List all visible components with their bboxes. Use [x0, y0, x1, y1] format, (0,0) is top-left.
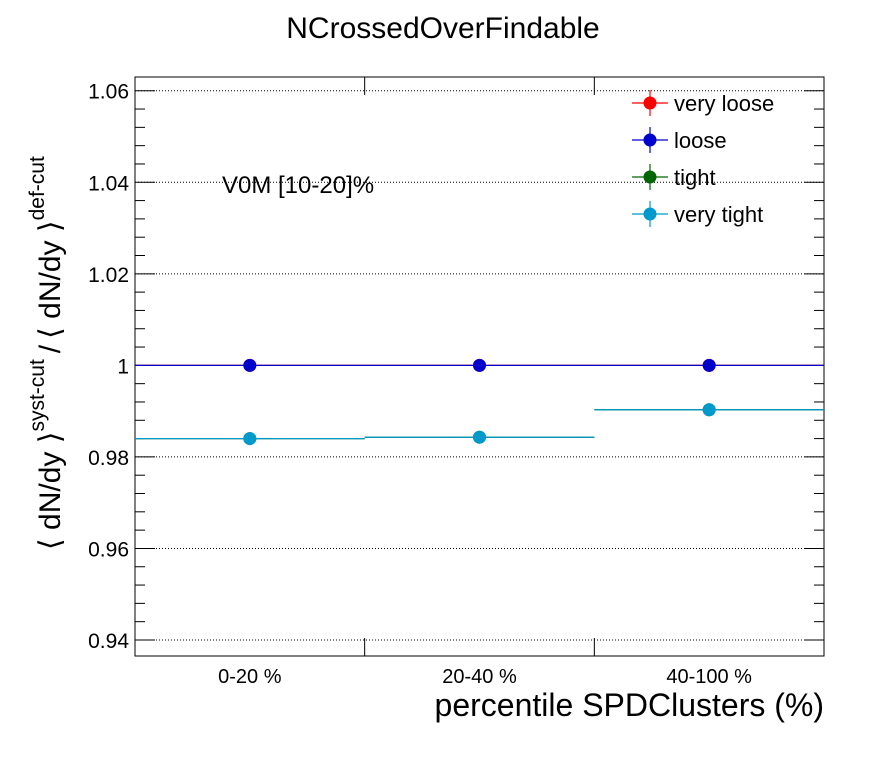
- data-point: [243, 432, 257, 446]
- legend-label: tight: [674, 165, 716, 190]
- y-tick-labels: 0.94 0.96 0.98 1 1.02 1.04 1.06: [88, 81, 129, 653]
- x-tick-labels: 0-20 % 20-40 % 40-100 %: [218, 666, 752, 688]
- data-point: [473, 430, 486, 444]
- legend-label: very tight: [674, 202, 763, 227]
- data-point: [473, 358, 486, 372]
- x-axis-label: percentile SPDClusters (%): [435, 687, 824, 723]
- data-point: [702, 403, 716, 417]
- plot-frame: [134, 76, 825, 657]
- series-very-tight: [135, 403, 824, 446]
- y-label-denominator: ⟨ dN/dy ⟩: [34, 220, 67, 338]
- x-tick-label: 0-20 %: [218, 666, 282, 688]
- y-label-numerator-sup: syst-cut: [26, 359, 49, 432]
- y-tick-label: 1.04: [88, 172, 129, 195]
- y-label-denominator-sup: def-cut: [26, 156, 49, 220]
- legend-marker: [643, 170, 657, 184]
- legend: very loose loose tight very tight: [632, 90, 774, 227]
- y-tick-label: 1: [117, 355, 129, 378]
- legend-label: loose: [674, 128, 727, 153]
- chart-title: NCrossedOverFindable: [286, 12, 599, 45]
- y-label-numerator: ⟨ dN/dy ⟩: [34, 432, 67, 550]
- y-tick-label: 1.06: [88, 81, 129, 104]
- x-tick-label: 40-100 %: [666, 666, 752, 688]
- legend-item: very tight: [632, 201, 763, 227]
- legend-item: tight: [632, 164, 716, 190]
- legend-marker: [643, 133, 657, 147]
- y-tick-label: 0.96: [88, 538, 129, 561]
- data-point: [702, 358, 716, 372]
- legend-label: very loose: [674, 91, 774, 116]
- annotation-text: V0M [10-20]%: [222, 172, 374, 199]
- series-loose: [135, 358, 824, 372]
- legend-item: very loose: [632, 90, 774, 116]
- y-label-separator: /: [34, 344, 67, 353]
- y-tick-label: 1.02: [88, 264, 129, 287]
- y-tick-label: 0.98: [88, 447, 129, 470]
- y-axis-label: ⟨ dN/dy ⟩syst-cut/⟨ dN/dy ⟩def-cut: [26, 156, 67, 550]
- x-tick-label: 20-40 %: [442, 666, 517, 688]
- legend-marker: [643, 207, 657, 221]
- data-point: [243, 358, 257, 372]
- y-tick-label: 0.94: [88, 630, 129, 653]
- data-series: [135, 358, 824, 446]
- legend-item: loose: [632, 127, 727, 153]
- svg-text:⟨ dN/dy ⟩syst-cut/⟨ dN/dy ⟩def: ⟨ dN/dy ⟩syst-cut/⟨ dN/dy ⟩def-cut: [26, 156, 67, 550]
- legend-marker: [643, 96, 657, 110]
